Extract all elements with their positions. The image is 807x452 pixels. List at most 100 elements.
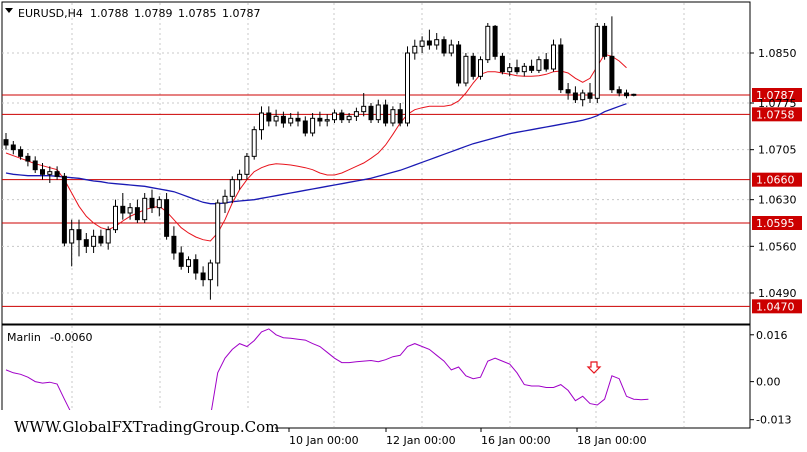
candle[interactable] bbox=[186, 256, 191, 273]
candle[interactable] bbox=[624, 89, 629, 99]
level-tag-label: 1.0470 bbox=[756, 300, 795, 313]
candle[interactable] bbox=[521, 63, 527, 77]
candle[interactable] bbox=[302, 116, 308, 137]
candle[interactable] bbox=[295, 111, 301, 127]
candle[interactable] bbox=[529, 59, 535, 73]
candle[interactable] bbox=[332, 109, 337, 123]
candle[interactable] bbox=[259, 106, 264, 140]
candle[interactable] bbox=[631, 93, 637, 97]
candle[interactable] bbox=[434, 33, 440, 50]
candle-body-bear bbox=[18, 149, 24, 157]
header-triangle-icon[interactable] bbox=[5, 8, 13, 13]
candle[interactable] bbox=[317, 111, 323, 127]
candle[interactable] bbox=[346, 113, 352, 123]
candle[interactable] bbox=[69, 219, 75, 267]
candle[interactable] bbox=[222, 189, 228, 213]
candle[interactable] bbox=[18, 146, 24, 160]
candle[interactable] bbox=[273, 109, 279, 127]
candle[interactable] bbox=[602, 23, 608, 60]
candle[interactable] bbox=[266, 106, 272, 127]
candle[interactable] bbox=[551, 39, 556, 72]
candle[interactable] bbox=[10, 141, 16, 155]
candle[interactable] bbox=[368, 103, 374, 123]
candle[interactable] bbox=[149, 189, 155, 213]
candle-body-bear bbox=[98, 235, 104, 244]
candle[interactable] bbox=[61, 173, 67, 247]
candle[interactable] bbox=[288, 113, 294, 127]
candle[interactable] bbox=[426, 29, 432, 50]
candle[interactable] bbox=[375, 99, 381, 123]
candle[interactable] bbox=[478, 56, 483, 80]
candle[interactable] bbox=[514, 59, 520, 75]
candle[interactable] bbox=[251, 126, 257, 160]
candle-body-bull bbox=[259, 112, 264, 131]
candle-body-bull bbox=[69, 229, 75, 244]
candle[interactable] bbox=[324, 114, 330, 127]
candle[interactable] bbox=[492, 25, 498, 60]
candle[interactable] bbox=[310, 113, 316, 137]
candle[interactable] bbox=[572, 86, 578, 103]
candle[interactable] bbox=[536, 56, 542, 73]
candle[interactable] bbox=[565, 83, 571, 100]
candle[interactable] bbox=[470, 53, 476, 80]
candle[interactable] bbox=[594, 23, 600, 103]
candle[interactable] bbox=[507, 63, 513, 77]
candle[interactable] bbox=[113, 199, 118, 233]
candle[interactable] bbox=[616, 86, 622, 97]
candle[interactable] bbox=[207, 259, 213, 300]
candle[interactable] bbox=[499, 53, 505, 75]
candle[interactable] bbox=[390, 106, 396, 127]
indicator-axis: 0.016 0.00 -0.013 bbox=[750, 329, 791, 427]
candle[interactable] bbox=[456, 41, 462, 87]
candle[interactable] bbox=[237, 169, 243, 190]
candle[interactable] bbox=[120, 193, 126, 220]
candle-body-bear bbox=[32, 160, 38, 171]
candle[interactable] bbox=[609, 16, 615, 93]
candle[interactable] bbox=[558, 38, 564, 93]
candle[interactable] bbox=[91, 229, 97, 253]
symbol-label: EURUSD,H4 bbox=[18, 7, 83, 20]
candle[interactable] bbox=[580, 89, 586, 107]
candle[interactable] bbox=[127, 203, 133, 220]
candle[interactable] bbox=[412, 39, 418, 60]
candle[interactable] bbox=[32, 156, 38, 173]
candle[interactable] bbox=[361, 93, 367, 117]
candle[interactable] bbox=[339, 109, 345, 123]
candle[interactable] bbox=[40, 163, 45, 180]
candle[interactable] bbox=[441, 36, 447, 57]
candle[interactable] bbox=[105, 226, 111, 250]
candle-body-bear bbox=[624, 92, 629, 97]
candle[interactable] bbox=[397, 103, 403, 127]
candle[interactable] bbox=[280, 111, 286, 128]
candle[interactable] bbox=[485, 23, 491, 63]
candle[interactable] bbox=[142, 193, 148, 223]
time-axis: 10 Jan 00:00 12 Jan 00:00 16 Jan 00:00 18 J… bbox=[288, 428, 647, 447]
candle[interactable] bbox=[193, 254, 199, 280]
candle-body-bull bbox=[229, 179, 235, 197]
candle[interactable] bbox=[164, 193, 170, 240]
candle[interactable] bbox=[419, 36, 425, 53]
candle[interactable] bbox=[383, 99, 389, 127]
candle[interactable] bbox=[587, 83, 593, 103]
candle[interactable] bbox=[76, 219, 82, 257]
candle-body-bull bbox=[463, 55, 469, 84]
candle[interactable] bbox=[543, 53, 549, 72]
candle[interactable] bbox=[47, 166, 53, 183]
candle[interactable] bbox=[171, 226, 177, 260]
candle[interactable] bbox=[54, 166, 60, 180]
candle[interactable] bbox=[98, 229, 104, 247]
candle[interactable] bbox=[83, 233, 89, 253]
candle[interactable] bbox=[200, 266, 206, 287]
candle[interactable] bbox=[3, 133, 9, 150]
candle[interactable] bbox=[463, 53, 469, 87]
candle[interactable] bbox=[134, 199, 140, 223]
candle[interactable] bbox=[229, 176, 235, 203]
candle[interactable] bbox=[215, 199, 221, 287]
candle[interactable] bbox=[178, 246, 184, 270]
candle[interactable] bbox=[156, 196, 162, 217]
candle[interactable] bbox=[25, 153, 31, 167]
candle[interactable] bbox=[244, 153, 250, 180]
candle[interactable] bbox=[448, 39, 454, 57]
candle[interactable] bbox=[405, 46, 410, 127]
candle[interactable] bbox=[353, 107, 359, 121]
